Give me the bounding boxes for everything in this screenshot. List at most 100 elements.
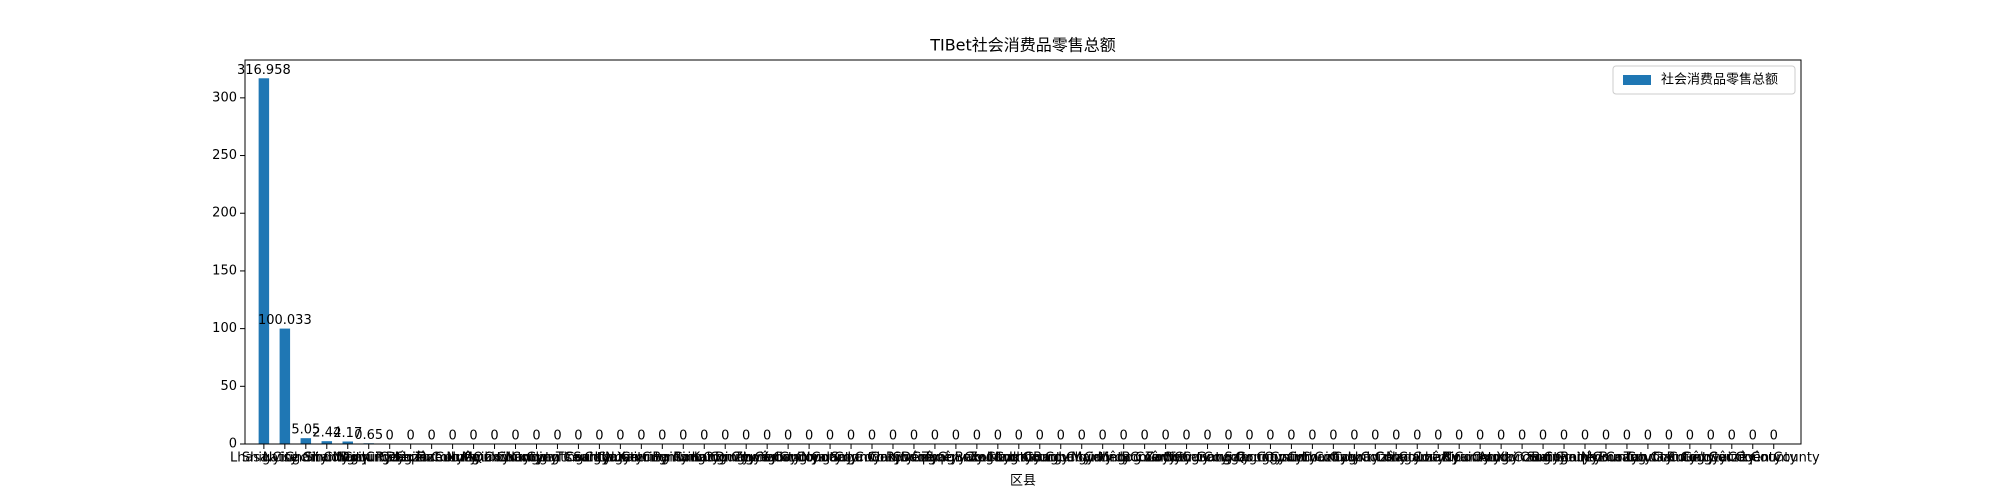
data-label: 0 — [1770, 429, 1778, 444]
data-label: 0 — [1329, 429, 1337, 444]
data-label: 0 — [1099, 429, 1107, 444]
data-label: 0 — [658, 429, 666, 444]
chart-title: TIBet社会消费品零售总额 — [929, 36, 1116, 55]
x-tick-label: Shannan City — [304, 451, 391, 466]
data-label: 0 — [1203, 429, 1211, 444]
x-tick-label: Lhatse County — [594, 451, 688, 466]
x-tick-label: Lhünzhub County — [396, 451, 510, 466]
x-tick-label: Zhongba County — [734, 451, 843, 466]
data-label: 0 — [1749, 429, 1757, 444]
data-label: 0 — [1476, 429, 1484, 444]
data-label: 0 — [1266, 429, 1274, 444]
data-label: 0 — [574, 429, 582, 444]
data-label: 0 — [1161, 429, 1169, 444]
data-label: 0 — [1560, 429, 1568, 444]
bar — [279, 328, 291, 444]
legend-swatch — [1623, 75, 1651, 85]
data-label: 0 — [1497, 429, 1505, 444]
x-tick-label: Tingri County — [555, 451, 643, 466]
data-label: 0 — [1245, 429, 1253, 444]
x-tick-label: Qüxü County — [473, 451, 558, 466]
data-label: 0 — [637, 429, 645, 444]
x-tick-label: Yadong County — [759, 451, 858, 466]
bar — [300, 438, 312, 444]
x-tick-label: Shigatse City — [242, 451, 328, 466]
data-label: 0 — [805, 429, 813, 444]
data-label: 0 — [826, 429, 834, 444]
data-label: 0 — [847, 429, 855, 444]
x-tick-label: Xainza County — [1496, 451, 1590, 466]
data-label: 100.033 — [258, 313, 312, 328]
data-label: 0 — [1518, 429, 1526, 444]
data-label: 0 — [742, 429, 750, 444]
data-label: 0 — [721, 429, 729, 444]
data-label: 0 — [469, 429, 477, 444]
data-label: 0 — [994, 429, 1002, 444]
x-tick-label: Banbar County — [1033, 451, 1130, 466]
data-label: 0 — [1120, 429, 1128, 444]
y-tick-label: 300 — [212, 90, 237, 105]
data-label: 0 — [386, 429, 394, 444]
x-tick-label: Ngamring County — [605, 451, 720, 466]
x-tick-label: Zogang County — [969, 451, 1069, 466]
data-label: 5.05 — [291, 423, 320, 438]
x-tick-label: Lhünzê County — [1348, 451, 1446, 466]
x-axis-label: 区县 — [1010, 474, 1036, 489]
x-tick-label: Nyainrong County — [1443, 451, 1560, 466]
x-tick-label: Lhorong County — [1009, 451, 1113, 466]
x-tick-label: Biru County — [1442, 451, 1519, 466]
data-label: 316.958 — [237, 63, 291, 78]
data-label: 0 — [1728, 429, 1736, 444]
x-tick-label: Doilungdêqên County — [340, 451, 481, 466]
x-tick-label: Gar County — [1653, 451, 1727, 466]
data-label: 0 — [1140, 429, 1148, 444]
x-tick-label: Nyalam County — [801, 451, 901, 466]
data-label: 0 — [1413, 429, 1421, 444]
x-tick-label: Bomê County — [1122, 451, 1210, 466]
x-tick-label: Qonggyai County — [1235, 451, 1348, 466]
data-label: 0 — [407, 429, 415, 444]
data-label: 0 — [1287, 429, 1295, 444]
x-tick-label: Zayü County — [1145, 451, 1229, 466]
x-tick-label: Chamdo City — [285, 451, 369, 466]
data-label: 0 — [1707, 429, 1715, 444]
x-tick-label: Gê'gyai County — [1682, 451, 1782, 466]
x-tick-label: Nagarzê County — [1386, 451, 1491, 466]
data-label: 0 — [1057, 429, 1065, 444]
x-tick-label: Mêdog County — [1098, 451, 1192, 466]
data-label: 0 — [1644, 429, 1652, 444]
data-label: 0 — [1015, 429, 1023, 444]
data-label: 0 — [511, 429, 519, 444]
data-label: 0 — [1665, 429, 1673, 444]
x-tick-label: Riwoqê County — [886, 451, 984, 466]
x-tick-label: Coqên County — [1728, 451, 1820, 466]
x-tick-label: Kangmar County — [692, 451, 801, 466]
x-tick-label: Sa'gya County — [573, 451, 667, 466]
x-tick-label: Dinggyê County — [715, 451, 820, 466]
data-label: 0 — [973, 429, 981, 444]
data-label: 0 — [1036, 429, 1044, 444]
x-tick-label: Nang County — [1165, 451, 1250, 466]
data-label: 0 — [1078, 429, 1086, 444]
data-label: 0 — [532, 429, 540, 444]
x-tick-label: Nyêmo County — [446, 451, 543, 466]
x-tick-label: Gongbo'gyamda County — [1024, 451, 1182, 466]
y-tick-label: 50 — [220, 379, 237, 394]
x-tick-label: Lhari County — [1418, 451, 1501, 466]
data-label: 0 — [553, 429, 561, 444]
data-label: 0 — [952, 429, 960, 444]
x-tick-label: Damxung County — [417, 451, 531, 466]
x-tick-label: Jomda County — [846, 451, 938, 466]
data-label: 0 — [784, 429, 792, 444]
bar — [321, 441, 333, 444]
x-tick-label: Maizhokunggar County — [462, 451, 612, 466]
data-label: 0 — [1308, 429, 1316, 444]
x-tick-label: Baingoin County — [1531, 451, 1639, 466]
x-tick-label: Comai County — [1288, 451, 1380, 466]
x-tick-label: Gyantse County — [526, 451, 631, 466]
data-label: 0 — [616, 429, 624, 444]
data-label: 0 — [448, 429, 456, 444]
data-label: 0 — [889, 429, 897, 444]
data-label: 0 — [490, 429, 498, 444]
y-tick-label: 0 — [229, 437, 237, 452]
